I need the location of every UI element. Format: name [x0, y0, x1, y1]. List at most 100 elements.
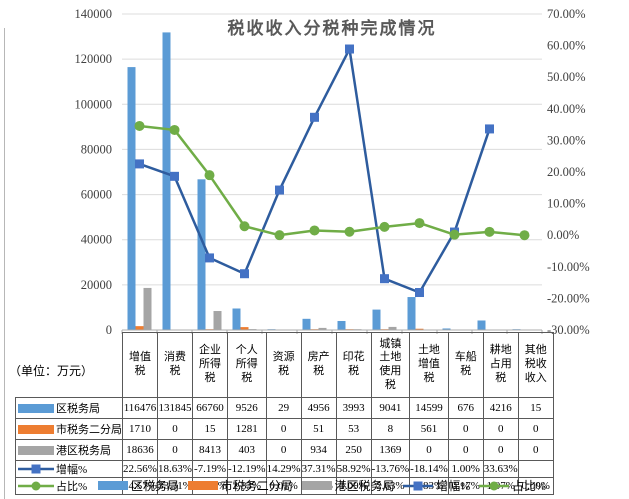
- category-header: 消费税: [157, 332, 193, 398]
- table-cell: 0: [447, 439, 484, 461]
- category-header: 企业所得税: [192, 332, 228, 398]
- table-header-row: 增值税 消费税 企业所得税 个人所得税 资源税 房产税 印花税 城镇土地使用税 土地增值税 车船税…: [16, 332, 554, 398]
- marker-square-增幅%: [240, 269, 249, 279]
- table-cell: -7.19%: [192, 460, 228, 478]
- table-cell: 0: [157, 418, 193, 440]
- table-cell: 3993: [335, 397, 372, 419]
- series-label: 区税务局: [56, 403, 100, 415]
- right-axis-tick-label: 40.00%: [547, 102, 586, 116]
- series-line-icon-占比%: [18, 481, 54, 491]
- table-cell: 2.63%: [370, 477, 411, 495]
- table-cell: 1.00%: [447, 460, 484, 478]
- marker-square-增幅%: [345, 44, 354, 54]
- marker-square-增幅%: [135, 159, 144, 169]
- series-label-cell: 占比%: [15, 477, 123, 495]
- table-row-区税务局: 区税务局 116476 131845 66760 9526 29 4956 3993 9041 1…: [15, 397, 554, 419]
- table-cell: [517, 460, 554, 478]
- marker-square-增幅%: [310, 112, 319, 122]
- right-axis-tick-label: 30.00%: [547, 133, 586, 147]
- table-cell: -18.14%: [409, 460, 449, 478]
- bar-区税务局: [337, 320, 346, 330]
- table-cell: 58.92%: [335, 460, 372, 478]
- category-header: 土地增值税: [409, 332, 449, 398]
- category-header: 个人所得税: [227, 332, 267, 398]
- table-cell: 0: [265, 439, 302, 461]
- bar-港区税务局: [388, 326, 397, 330]
- table-cell: 66760: [192, 397, 228, 419]
- bar-市税务二分局: [415, 328, 424, 330]
- left-axis-tick-label: 140000: [75, 7, 113, 21]
- marker-square-增幅%: [415, 288, 424, 298]
- left-axis-tick-label: 100000: [75, 97, 113, 111]
- sheet-gridline: [4, 28, 5, 499]
- table-cell: 22.56%: [122, 460, 158, 478]
- table-row-占比%: 占比% 34.57% 33.31% 19.00% 2.83% 0.01% 1.50% 1.09…: [15, 477, 554, 495]
- bar-区税务局: [372, 309, 381, 330]
- combo-chart-plot: 0 20000 40000 60000 80000 100000 120000 140000 -…: [75, 7, 590, 336]
- table-cell: -13.76%: [370, 460, 411, 478]
- table-cell: 250: [335, 439, 372, 461]
- bar-区税务局: [127, 67, 136, 330]
- table-cell: 19.00%: [192, 477, 228, 495]
- left-axis-tick-label: 120000: [75, 52, 113, 66]
- series-swatch-市税务二分局: [18, 424, 54, 434]
- table-corner-cell: [16, 333, 123, 398]
- table-cell: 33.31%: [157, 477, 193, 495]
- table-cell: 1281: [227, 418, 267, 440]
- bar-港区税务局: [143, 287, 152, 330]
- marker-circle-占比%: [274, 230, 285, 241]
- table-cell: 0: [482, 418, 519, 440]
- right-axis-tick-label: 10.00%: [547, 197, 586, 211]
- line-增幅%: [139, 47, 491, 294]
- table-cell: 29: [265, 397, 302, 419]
- series-label: 港区税务局: [56, 445, 111, 457]
- left-axis-tick-label: 20000: [81, 278, 112, 292]
- right-axis-tick-label: 60.00%: [547, 39, 586, 53]
- left-axis-tick-label: 80000: [81, 142, 112, 156]
- table-cell: 1.09%: [335, 477, 372, 495]
- table-cell: 4216: [482, 397, 519, 419]
- table-cell: 2.83%: [227, 477, 267, 495]
- table-cell: 0: [409, 439, 449, 461]
- marker-circle-占比%: [169, 124, 180, 135]
- table-cell: 15: [517, 397, 554, 419]
- right-axis-tick-label: -30.00%: [547, 323, 590, 336]
- table-cell: 37.31%: [300, 460, 337, 478]
- table-cell: 0: [447, 418, 484, 440]
- left-axis-tick-label: 60000: [81, 188, 112, 202]
- table-cell: 18.63%: [157, 460, 193, 478]
- table-cell: 1710: [122, 418, 158, 440]
- marker-square-增幅%: [380, 274, 389, 284]
- right-axis-tick-label: -10.00%: [547, 260, 590, 274]
- marker-square-增幅%: [275, 185, 284, 195]
- table-cell: 15: [192, 418, 228, 440]
- right-axis-tick-label: 70.00%: [547, 7, 586, 21]
- left-axis-tick-label: 0: [106, 323, 112, 336]
- series-label: 占比%: [56, 481, 88, 493]
- series-label-cell: 市税务二分局: [15, 418, 123, 440]
- table-cell: 1.07%: [482, 477, 519, 495]
- table-cell: 0: [265, 418, 302, 440]
- table-cell: 8: [370, 418, 411, 440]
- marker-circle-占比%: [344, 226, 355, 237]
- marker-circle-占比%: [134, 120, 145, 131]
- category-header: 资源税: [265, 332, 302, 398]
- table-cell: 131845: [157, 397, 193, 419]
- line-占比%: [139, 124, 525, 237]
- table-cell: 116476: [122, 397, 158, 419]
- table-cell: 3.83%: [409, 477, 449, 495]
- table-cell: 34.57%: [122, 477, 158, 495]
- table-row-市税务二分局: 市税务二分局 1710 0 15 1281 0 51 53 8 561 0 0 0: [15, 418, 554, 440]
- right-axis-tick-label: -20.00%: [547, 291, 590, 305]
- table-cell: 14.29%: [265, 460, 302, 478]
- category-header: 车船税: [447, 332, 484, 398]
- bar-市税务二分局: [240, 327, 249, 330]
- marker-circle-占比%: [414, 218, 425, 229]
- series-label-cell: 增幅%: [15, 460, 123, 478]
- table-cell: 1369: [370, 439, 411, 461]
- table-cell: -12.19%: [227, 460, 267, 478]
- table-cell: 4956: [300, 397, 337, 419]
- table-cell: 53: [335, 418, 372, 440]
- marker-circle-占比%: [449, 229, 460, 240]
